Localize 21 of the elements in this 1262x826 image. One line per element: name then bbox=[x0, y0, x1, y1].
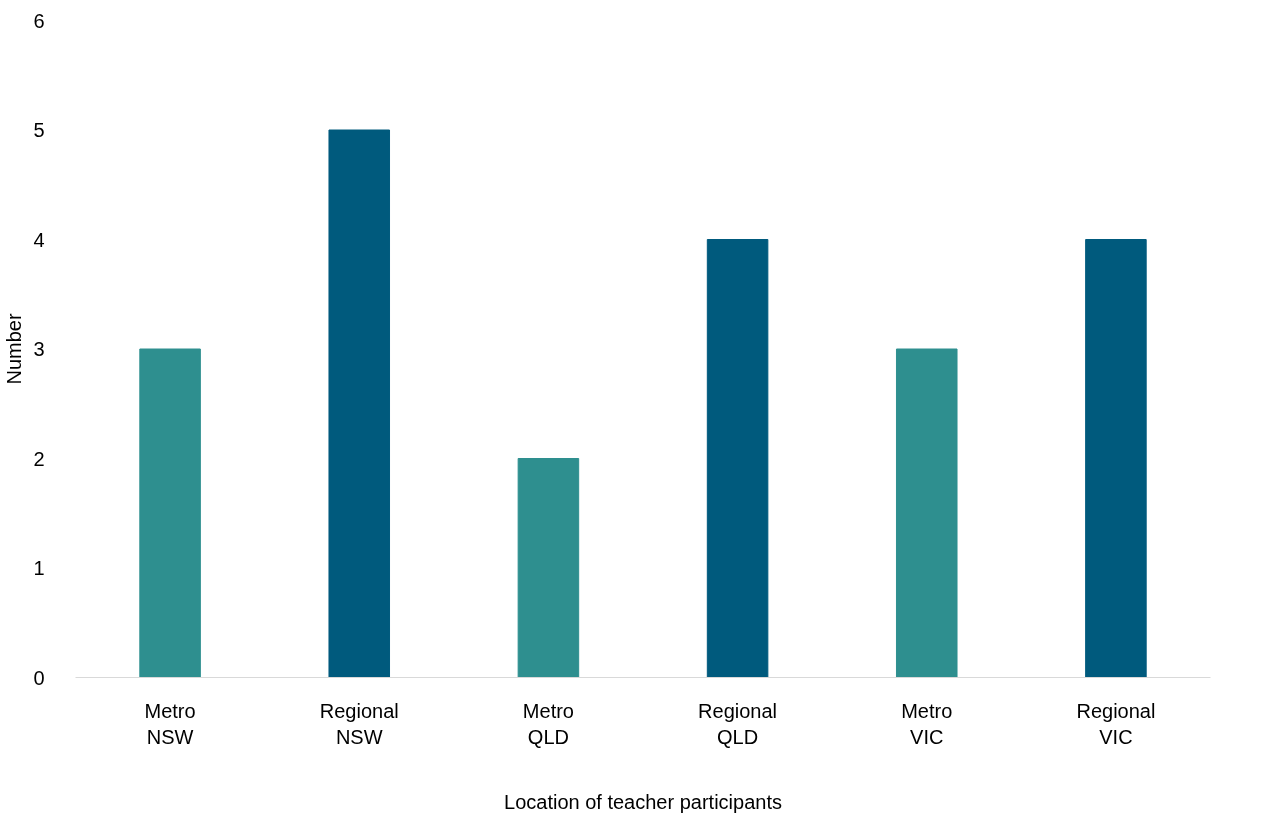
x-tick-label: Regional NSW bbox=[319, 699, 399, 748]
bar bbox=[328, 129, 391, 678]
y-axis-title: Number bbox=[3, 313, 26, 385]
y-tick-label: 0 bbox=[33, 666, 45, 689]
bar bbox=[1085, 239, 1147, 678]
bar bbox=[706, 239, 769, 678]
x-tick-label: Metro QLD bbox=[522, 699, 574, 748]
y-tick-label: 5 bbox=[33, 119, 45, 141]
y-tick-label: 2 bbox=[33, 447, 45, 470]
bar bbox=[139, 348, 201, 678]
x-tick-label: Metro VIC bbox=[901, 699, 953, 748]
y-tick-label: 4 bbox=[33, 228, 45, 251]
x-axis-title: Location of teacher participants bbox=[504, 790, 782, 813]
y-tick-label: 6 bbox=[33, 9, 45, 32]
bar bbox=[517, 458, 580, 678]
bar bbox=[895, 348, 958, 678]
y-tick-label: 1 bbox=[33, 557, 45, 579]
y-tick-label: 3 bbox=[33, 338, 45, 360]
x-tick-label: Regional QLD bbox=[698, 699, 778, 748]
x-tick-label: Metro NSW bbox=[144, 699, 196, 748]
x-tick-label: Regional VIC bbox=[1076, 699, 1156, 748]
